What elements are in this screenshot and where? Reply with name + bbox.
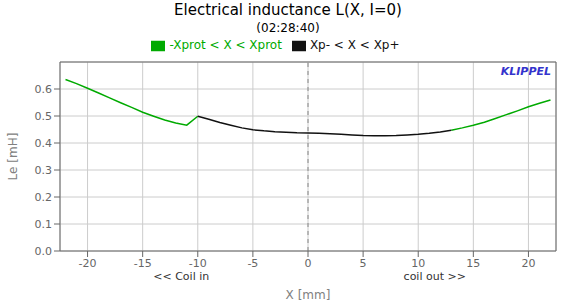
svg-text:X [mm]: X [mm]	[286, 288, 331, 302]
svg-text:0: 0	[305, 257, 312, 270]
svg-text:-10: -10	[189, 257, 207, 270]
svg-text:0.5: 0.5	[35, 110, 53, 123]
svg-text:-5: -5	[247, 257, 258, 270]
svg-text:0.2: 0.2	[35, 191, 53, 204]
svg-text:Le [mH]: Le [mH]	[8, 133, 20, 181]
svg-text:-20: -20	[79, 257, 97, 270]
html-text:Xp- < X < Xp+: Xp- < X < Xp+	[309, 38, 400, 52]
svg-text:0.1: 0.1	[35, 218, 53, 231]
html-text:Electrical inductance L(X, I=0: Electrical inductance L(X, I=0)	[174, 1, 402, 19]
svg-text:0.0: 0.0	[35, 245, 53, 258]
html-text:-Xprot < X < Xprot: -Xprot < X < Xprot	[169, 38, 282, 52]
svg-text:15: 15	[466, 257, 480, 270]
svg-text:<< Coil in: << Coil in	[153, 270, 209, 283]
svg-text:5: 5	[360, 257, 367, 270]
svg-text:0.4: 0.4	[35, 137, 53, 150]
svg-text:20: 20	[521, 257, 535, 270]
svg-text:0.3: 0.3	[35, 164, 53, 177]
svg-text:-15: -15	[134, 257, 152, 270]
html-text:(02:28:40): (02:28:40)	[256, 21, 320, 35]
svg-text:coil out >>: coil out >>	[404, 270, 466, 283]
svg-text:KLIPPEL: KLIPPEL	[501, 65, 551, 78]
svg-text:0.6: 0.6	[35, 83, 53, 96]
svg-text:10: 10	[411, 257, 425, 270]
